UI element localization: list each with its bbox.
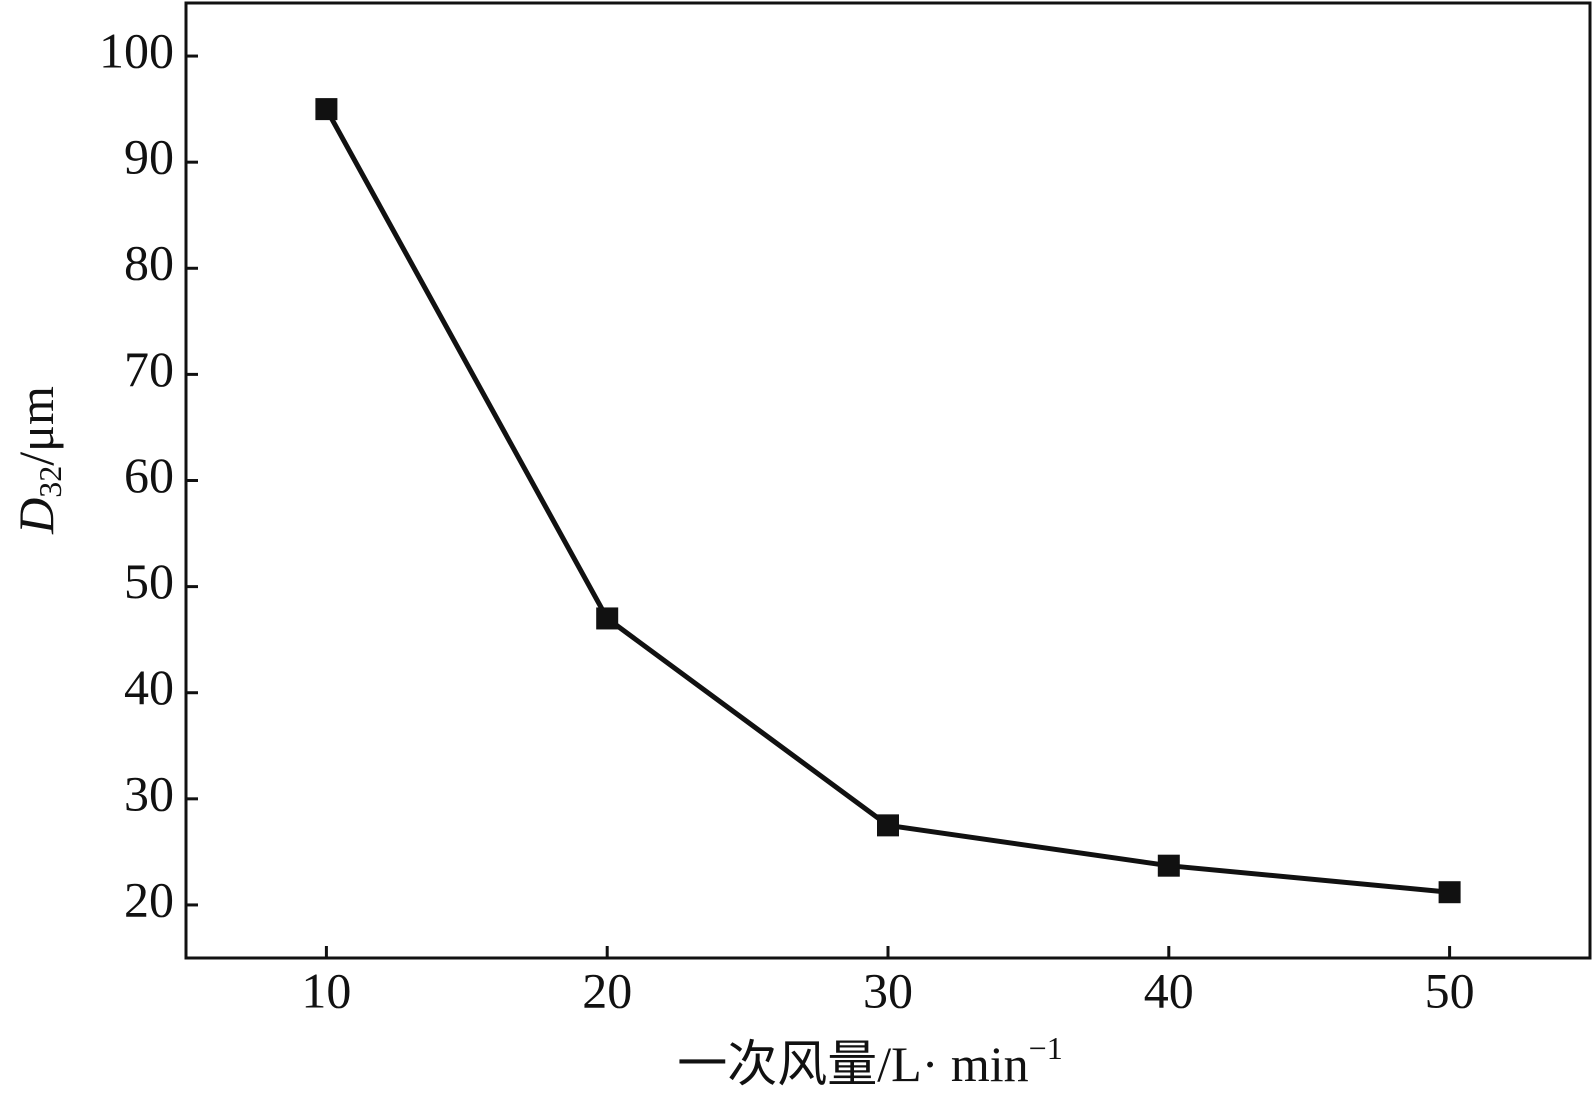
x-label-text: 一次风量/L· min: [677, 1036, 1028, 1092]
y-axis-label: D32/μm: [8, 386, 68, 535]
x-tick-label: 30: [863, 962, 913, 1018]
x-tick-label: 10: [301, 962, 351, 1018]
y-tick-label: 20: [124, 871, 174, 927]
y-tick-label: 70: [124, 341, 174, 397]
marker: [315, 98, 338, 121]
y-tick-label: 60: [124, 447, 174, 503]
y-label-subscript: 32: [32, 466, 68, 498]
marker: [596, 607, 619, 630]
x-label-superscript: −1: [1029, 1030, 1063, 1066]
x-tick-label: 40: [1144, 962, 1194, 1018]
marker: [1157, 854, 1180, 877]
line: [324, 107, 1450, 895]
y-tick-label: 100: [99, 23, 174, 79]
y-tick-label: 30: [124, 765, 174, 821]
y-label-symbol: D: [8, 498, 64, 535]
y-tick-label: 50: [124, 553, 174, 609]
x-tick-label: 50: [1425, 962, 1475, 1018]
y-label-unit: /μm: [8, 386, 64, 466]
x-axis-label: 一次风量/L· min−1: [677, 1030, 1062, 1092]
y-tick-label: 40: [124, 659, 174, 715]
x-tick-label: 20: [582, 962, 632, 1018]
marker: [1438, 881, 1461, 904]
marker: [877, 814, 899, 837]
y-tick-label: 90: [124, 129, 174, 185]
y-tick-label: 80: [124, 235, 174, 291]
